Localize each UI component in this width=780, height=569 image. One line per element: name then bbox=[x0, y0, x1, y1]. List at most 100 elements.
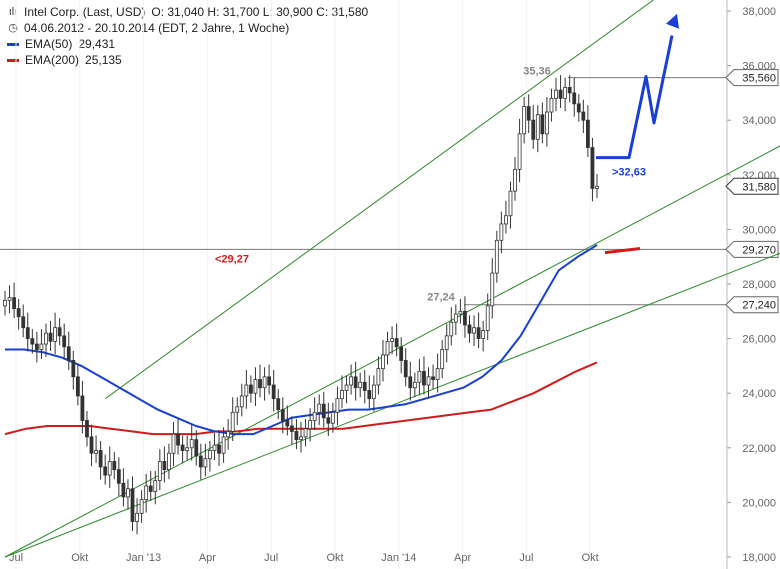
ema200-projection bbox=[604, 247, 641, 255]
candle-body bbox=[148, 485, 153, 492]
candle-body bbox=[217, 444, 221, 454]
y-tick-label: 38,000 bbox=[742, 6, 776, 18]
price-level-label: 35,560 bbox=[742, 73, 776, 85]
clock-icon: ◷ bbox=[8, 22, 18, 34]
candle-body bbox=[230, 411, 235, 432]
ema50-line bbox=[5, 244, 598, 436]
candle-body bbox=[235, 406, 240, 413]
candle-body bbox=[390, 338, 394, 342]
candle-body bbox=[203, 458, 208, 468]
y-tick-label: 26,000 bbox=[742, 334, 776, 346]
candle-body bbox=[535, 114, 540, 140]
candle-body bbox=[403, 360, 408, 378]
candle-body bbox=[490, 272, 495, 307]
candle-body bbox=[208, 450, 212, 460]
candle-body bbox=[317, 403, 322, 413]
candle-body bbox=[25, 327, 30, 339]
candle-body bbox=[53, 327, 57, 342]
candle-body bbox=[244, 384, 249, 397]
candle-body bbox=[399, 346, 404, 361]
candle-body bbox=[326, 417, 331, 424]
trend-line bbox=[104, 0, 655, 400]
candle-body bbox=[458, 310, 463, 315]
legend-range: 04.06.2012 - 20.10.2014 (EDT, 2 Jahre, 1… bbox=[24, 21, 290, 35]
candle-body bbox=[16, 308, 21, 318]
candle-body bbox=[508, 190, 513, 217]
y-tick-label: 24,000 bbox=[742, 388, 776, 400]
candle-body bbox=[135, 512, 139, 522]
x-tick-label: Okt bbox=[326, 552, 343, 564]
candle-body bbox=[189, 439, 194, 449]
candle-body bbox=[522, 106, 527, 135]
candle-body bbox=[107, 461, 112, 476]
candle-body bbox=[381, 354, 385, 370]
projection-label: >32,63 bbox=[612, 167, 646, 179]
candle-body bbox=[440, 349, 445, 370]
candle-body bbox=[198, 455, 203, 468]
peak-label: 27,24 bbox=[427, 292, 455, 304]
current-price-tag bbox=[725, 177, 779, 195]
candle-body bbox=[171, 433, 176, 454]
ema50-swatch bbox=[7, 42, 19, 46]
candle-body bbox=[30, 338, 35, 345]
trend-line bbox=[4, 252, 780, 558]
candle-body bbox=[581, 111, 586, 121]
candle-body bbox=[531, 119, 536, 140]
candle-body bbox=[376, 368, 381, 386]
candle-body bbox=[330, 411, 335, 424]
candle-body bbox=[321, 403, 326, 419]
candle-body bbox=[139, 499, 144, 514]
y-tick-label: 28,000 bbox=[742, 279, 776, 291]
candle-body bbox=[12, 297, 17, 309]
candle-body bbox=[499, 223, 504, 241]
candle-body bbox=[481, 330, 486, 340]
candle-body bbox=[285, 420, 290, 427]
price-level-tag bbox=[725, 240, 779, 258]
candle-body bbox=[312, 411, 317, 421]
y-tick-label: 30,000 bbox=[742, 224, 776, 236]
candle-body bbox=[472, 327, 476, 334]
x-tick-label: Jul bbox=[519, 552, 533, 564]
candle-body bbox=[504, 215, 508, 225]
candle-body bbox=[126, 488, 130, 498]
candle-body bbox=[75, 376, 80, 397]
candle-body bbox=[485, 305, 490, 331]
candle-body bbox=[540, 114, 545, 135]
candle-body bbox=[130, 488, 135, 522]
candle-body bbox=[112, 461, 117, 471]
candle-body bbox=[80, 395, 85, 421]
legend-instrument-row: ılı Intel Corp. (Last, USD) O: 31,040 H:… bbox=[6, 4, 368, 20]
candle-body bbox=[549, 97, 554, 113]
candle-body bbox=[212, 444, 217, 451]
legend-ema50-row: EMA(50) 29,431 bbox=[6, 36, 368, 52]
candle-body bbox=[299, 436, 303, 441]
candle-body bbox=[176, 433, 180, 446]
candle-body bbox=[572, 92, 577, 105]
candle-body bbox=[358, 381, 363, 389]
candle-body bbox=[558, 89, 563, 99]
candle-body bbox=[385, 340, 390, 356]
chart-legend: ılı Intel Corp. (Last, USD) O: 31,040 H:… bbox=[6, 4, 368, 68]
candle-body bbox=[276, 398, 281, 410]
price-level-tag bbox=[725, 69, 779, 87]
candle-body bbox=[367, 390, 372, 400]
candle-body bbox=[431, 376, 435, 380]
candle-body bbox=[435, 368, 440, 380]
price-level-tag bbox=[725, 296, 779, 314]
candle-body bbox=[221, 436, 226, 454]
candle-body bbox=[563, 87, 568, 99]
candle-body bbox=[526, 106, 531, 121]
x-tick-label: Jan '13 bbox=[126, 552, 161, 564]
candle-body bbox=[595, 185, 599, 189]
candle-body bbox=[21, 316, 26, 329]
candle-body bbox=[449, 321, 454, 337]
candle-body bbox=[34, 343, 39, 350]
candle-body bbox=[3, 299, 7, 307]
candle-body bbox=[226, 431, 231, 438]
candle-body bbox=[94, 450, 98, 454]
candle-body bbox=[417, 370, 422, 383]
candle-body bbox=[554, 89, 558, 99]
candle-body bbox=[249, 384, 253, 394]
candle-body bbox=[349, 376, 353, 386]
candle-body bbox=[408, 376, 413, 389]
